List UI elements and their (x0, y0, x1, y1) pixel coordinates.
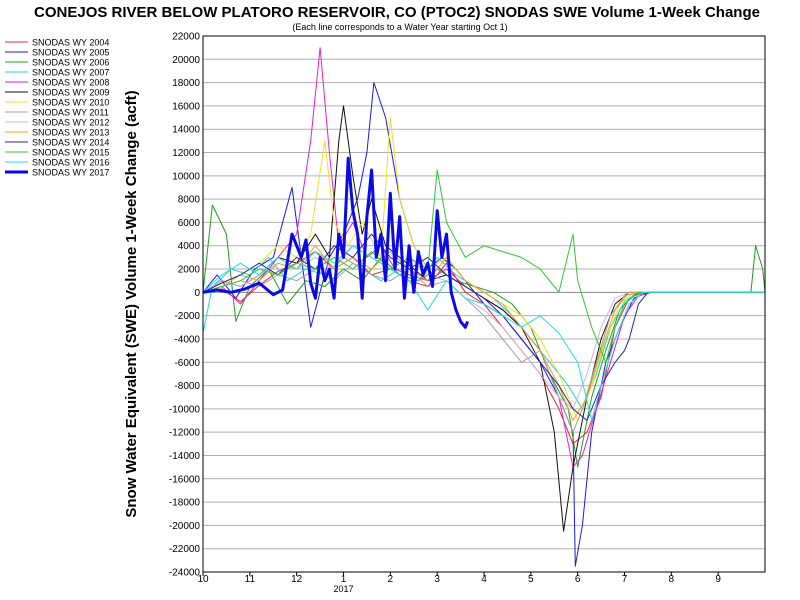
legend-label: SNODAS WY 2008 (32, 78, 109, 88)
series-line (202, 156, 469, 329)
x-tick-label: 5 (528, 574, 534, 585)
legend-label: SNODAS WY 2010 (32, 98, 109, 108)
y-tick-label: 20000 (172, 55, 200, 66)
legend-label: SNODAS WY 2011 (32, 108, 109, 118)
y-tick-label: -20000 (169, 521, 201, 532)
y-tick-label: -12000 (169, 428, 201, 439)
legend-label: SNODAS WY 2005 (32, 48, 109, 58)
y-tick-label: -10000 (169, 404, 201, 415)
y-tick-label: 10000 (172, 171, 200, 182)
y-tick-label: 8000 (178, 195, 201, 206)
x-tick-label: 1 (341, 574, 347, 585)
chart-title: CONEJOS RIVER BELOW PLATORO RESERVOIR, C… (34, 4, 760, 21)
legend-label: SNODAS WY 2004 (32, 38, 109, 48)
y-tick-label: 14000 (172, 125, 200, 136)
legend-label: SNODAS WY 2017 (32, 168, 109, 178)
x-tick-label: 6 (575, 574, 581, 585)
series-line (202, 245, 765, 421)
series-lines (202, 47, 766, 567)
series-line (202, 82, 765, 567)
legend-label: SNODAS WY 2013 (32, 128, 109, 138)
series-line (202, 105, 765, 532)
y-tick-label: 2000 (178, 265, 201, 276)
plot-frame (202, 35, 766, 573)
y-tick-label: -16000 (169, 474, 201, 485)
y-tick-label: -24000 (169, 568, 201, 579)
series-line (202, 233, 765, 421)
x-tick-label: 10 (197, 574, 209, 585)
legend-label: SNODAS WY 2012 (32, 118, 109, 128)
y-tick-label: 12000 (172, 148, 200, 159)
y-tick-label: -2000 (174, 311, 200, 322)
y-tick-label: 22000 (172, 32, 200, 43)
legend-label: SNODAS WY 2014 (32, 138, 109, 148)
chart-subtitle: (Each line corresponds to a Water Year s… (292, 22, 507, 32)
y-tick-label: 18000 (172, 78, 200, 89)
y-tick-label: -6000 (174, 358, 200, 369)
x-tick-label: 12 (291, 574, 303, 585)
series-line (202, 245, 765, 421)
y-tick-label: 6000 (178, 218, 201, 229)
legend-label: SNODAS WY 2016 (32, 158, 109, 168)
series-line (202, 256, 765, 410)
x-tick-label: 9 (715, 574, 721, 585)
x-tick-label: 7 (622, 574, 628, 585)
y-tick-label: -18000 (169, 498, 201, 509)
y-tick-label: 16000 (172, 101, 200, 112)
legend-label: SNODAS WY 2015 (32, 148, 109, 158)
y-tick-label: -14000 (169, 451, 201, 462)
y-tick-label: -8000 (174, 381, 200, 392)
y-tick-labels: 2200020000180001600014000120001000080006… (169, 32, 201, 579)
y-axis-label: Snow Water Equivalent (SWE) Volume 1-Wee… (123, 90, 140, 517)
series-line (202, 262, 765, 433)
legend-label: SNODAS WY 2009 (32, 88, 109, 98)
x-tick-label: 2 (388, 574, 394, 585)
x-tick-label: 3 (434, 574, 440, 585)
legend-label: SNODAS WY 2006 (32, 58, 109, 68)
x-tick-label: 11 (245, 574, 256, 585)
x-tick-label: 4 (481, 574, 487, 585)
legend-label: SNODAS WY 2007 (32, 68, 109, 78)
y-tick-label: -4000 (174, 334, 200, 345)
y-tick-label: 4000 (178, 241, 201, 252)
series-line (202, 169, 765, 363)
x-year-label: 2017 (333, 584, 353, 594)
y-tick-label: 0 (194, 288, 200, 299)
x-tick-label: 8 (669, 574, 675, 585)
y-tick-label: -22000 (169, 544, 201, 555)
series-line (202, 204, 766, 468)
